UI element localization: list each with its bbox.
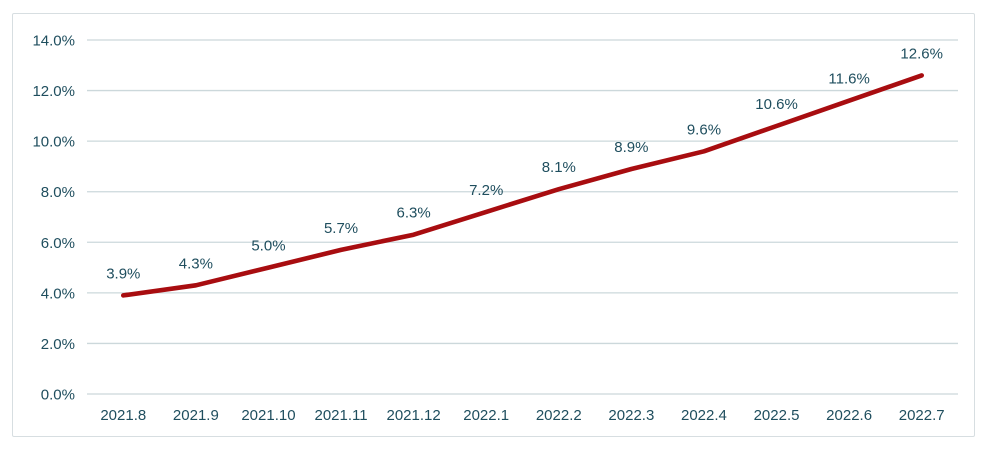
data-label: 4.3% [179,255,213,272]
x-axis-tick-label: 2022.7 [899,407,945,424]
line-chart: 0.0% 2.0% 4.0% 6.0% 8.0% 10.0% 12.0% 14.0% 2021.… [32,33,958,424]
x-axis-tick-label: 2022.5 [754,407,800,424]
x-axis-tick-label: 2022.6 [826,407,872,424]
x-axis-tick-label: 2021.12 [387,407,441,424]
series-line [121,73,925,298]
x-axis-tick-label: 2022.1 [463,407,509,424]
x-axis-tick-label: 2021.8 [100,407,146,424]
y-axis-tick-label: 12.0% [32,83,75,100]
y-axis-tick-label: 8.0% [41,184,75,201]
data-label: 3.9% [106,265,140,282]
x-axis-tick-label: 2022.4 [681,407,727,424]
y-axis-tick-label: 2.0% [41,336,75,353]
data-label: 7.2% [469,182,503,199]
y-axis-tick-label: 0.0% [41,387,75,404]
x-axis-tick-label: 2022.2 [536,407,582,424]
data-label: 6.3% [397,205,431,222]
x-axis-tick-label: 2022.3 [608,407,654,424]
data-label: 10.6% [755,96,798,113]
y-axis-tick-label: 6.0% [41,235,75,252]
y-axis-tick-label: 10.0% [32,134,75,151]
data-label: 5.7% [324,220,358,237]
data-label: 9.6% [687,121,721,138]
data-label: 8.9% [614,139,648,156]
data-label: 5.0% [251,238,285,255]
y-axis-tick-label: 14.0% [32,33,75,50]
x-axis-tick-label: 2021.9 [173,407,219,424]
data-label: 11.6% [828,71,869,88]
data-label: 8.1% [542,159,576,176]
x-axis-tick-label: 2021.10 [241,407,295,424]
y-axis-tick-label: 4.0% [41,285,75,302]
x-axis-tick-label: 2021.11 [314,407,367,424]
chart-frame: 0.0% 2.0% 4.0% 6.0% 8.0% 10.0% 12.0% 14.0% 2021.… [12,13,975,437]
data-label: 12.6% [900,45,943,62]
